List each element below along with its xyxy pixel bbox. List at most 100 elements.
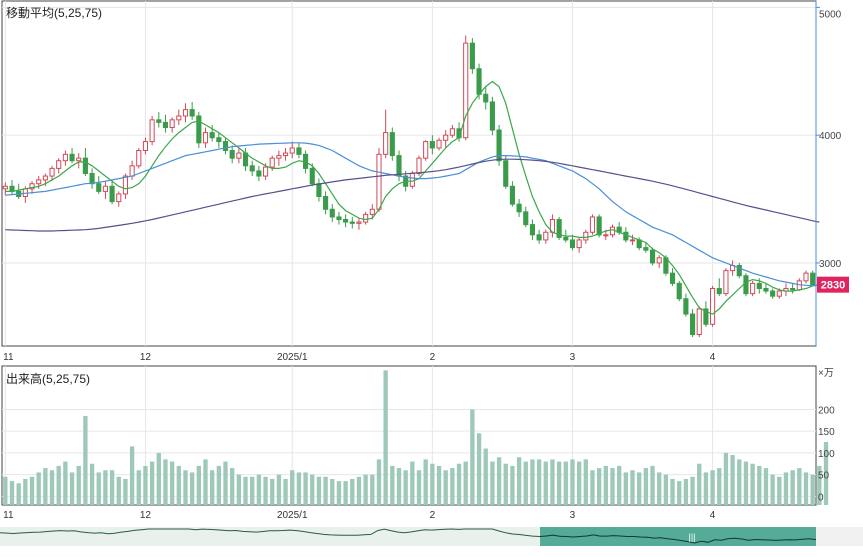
volume-chart-title: 出来高(5,25,75) <box>6 371 90 386</box>
volume-bar <box>817 465 822 505</box>
volume-bar <box>169 461 175 505</box>
candle <box>216 132 222 148</box>
candle-body <box>703 308 709 325</box>
volume-bar <box>290 470 295 505</box>
last-price-tag: 2830 <box>817 276 849 293</box>
candle <box>529 219 536 240</box>
volume-bar <box>450 468 455 505</box>
volume-bar <box>250 476 255 505</box>
candle <box>810 270 816 286</box>
candle-body <box>716 288 722 295</box>
last-price-label: 2830 <box>821 280 845 292</box>
candle-body <box>596 216 602 236</box>
navigator-handle-icon[interactable]: ||| <box>688 532 695 542</box>
candle-body <box>609 226 616 236</box>
candle-body <box>536 234 542 241</box>
candle-body <box>723 270 729 295</box>
volume-tick-label: 0 <box>818 492 824 503</box>
candle-body <box>216 137 222 143</box>
candle <box>336 211 342 225</box>
volume-bar <box>189 472 195 505</box>
volume-bar <box>216 465 222 505</box>
volume-bar <box>103 470 108 505</box>
candle-body <box>649 249 656 264</box>
volume-bar <box>710 470 715 505</box>
candle-body <box>563 236 569 241</box>
candle <box>142 137 149 155</box>
volume-bar <box>643 468 649 505</box>
volume-tick-label: 100 <box>818 449 835 460</box>
candle-body <box>323 196 329 210</box>
volume-x-axis: 11 12 2025/1 2 3 4 <box>3 510 716 521</box>
ma25-line <box>5 142 820 287</box>
candle-body <box>49 167 55 177</box>
volume-bar <box>563 461 568 505</box>
volume-bar <box>570 459 575 505</box>
candle-body <box>2 185 8 190</box>
volume-bar <box>610 468 615 505</box>
candle <box>202 127 209 148</box>
volume-bar <box>350 478 355 505</box>
volume-bar <box>123 478 128 505</box>
range-navigator[interactable]: ||| <box>0 527 863 546</box>
candle <box>643 242 649 253</box>
candle-body <box>136 150 142 167</box>
candle <box>276 150 282 166</box>
price-x-tick-label: 2025/1 <box>277 352 308 363</box>
candle-body <box>36 179 42 185</box>
candle-body <box>236 152 242 159</box>
volume-bar <box>129 446 135 505</box>
candle <box>696 306 702 338</box>
candle-body <box>389 132 395 157</box>
candle <box>763 283 769 294</box>
candle <box>162 114 169 133</box>
navigator-right-margin <box>816 527 863 546</box>
volume-x-tick-label: 4 <box>710 510 716 521</box>
candle <box>369 204 375 220</box>
volume-bar <box>723 452 729 505</box>
candle <box>536 229 542 244</box>
volume-bar <box>810 474 815 505</box>
candle-body <box>463 42 469 139</box>
candle-body <box>82 157 88 175</box>
volume-tick-label: 150 <box>818 427 835 438</box>
candle <box>736 262 742 279</box>
candle-body <box>496 129 502 162</box>
price-tick-label: 5000 <box>819 9 842 20</box>
candle <box>2 182 8 196</box>
candle-body <box>189 109 195 117</box>
candle <box>770 288 776 299</box>
candle <box>49 165 55 182</box>
candle-body <box>102 185 108 192</box>
candle-body <box>343 219 349 223</box>
candle-body <box>483 93 489 103</box>
candle-body <box>676 282 682 300</box>
candle-body <box>69 153 75 162</box>
candle-body <box>349 221 355 224</box>
volume-bar <box>536 459 542 505</box>
candle <box>109 179 115 205</box>
candle <box>656 255 662 269</box>
volume-bar <box>797 468 802 505</box>
candle <box>429 135 435 155</box>
candle-body <box>262 166 269 177</box>
candle-body <box>202 132 209 144</box>
navigator-selected-range[interactable] <box>540 527 816 546</box>
candle <box>669 268 676 286</box>
candle <box>329 204 335 223</box>
candle <box>556 216 562 240</box>
volume-bar <box>697 463 702 505</box>
candle <box>196 112 202 148</box>
candle-body <box>736 265 742 277</box>
candle <box>229 145 235 164</box>
candle <box>710 285 716 327</box>
volume-bar <box>550 459 555 505</box>
candle <box>436 137 442 151</box>
candle <box>629 234 636 246</box>
candle-body <box>409 173 415 187</box>
candle <box>296 142 302 159</box>
candle <box>363 211 369 225</box>
volume-bar <box>83 415 88 505</box>
volume-bar <box>590 470 595 505</box>
